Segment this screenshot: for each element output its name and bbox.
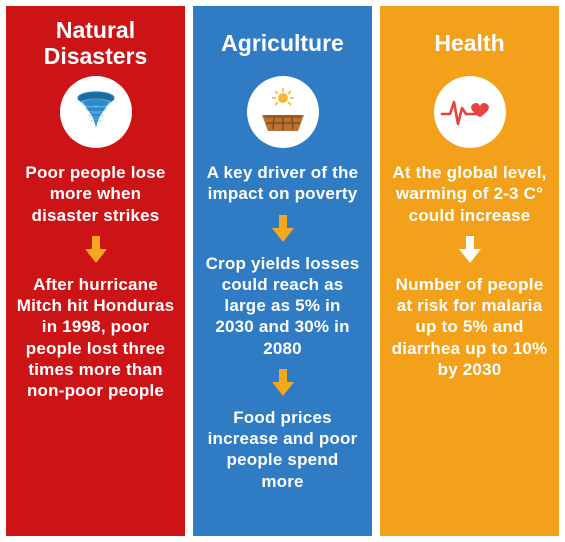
- column-title: Natural Disasters: [14, 16, 177, 72]
- info-block: Number of people at risk for malaria up …: [388, 274, 551, 380]
- column-health: Health At the global level, warming of 2…: [380, 6, 559, 536]
- column-title: Health: [434, 16, 504, 72]
- column-natural-disasters: Natural Disasters Poor people lose more …: [6, 6, 185, 536]
- tornado-icon: [60, 76, 132, 148]
- down-arrow-icon: [270, 369, 296, 397]
- info-block: Poor people lose more when disaster stri…: [14, 162, 177, 226]
- info-block: Crop yields losses could reach as large …: [201, 253, 364, 359]
- down-arrow-icon: [270, 215, 296, 243]
- column-title: Agriculture: [221, 16, 344, 72]
- column-agriculture: Agriculture A key driver of the impact o…: [193, 6, 372, 536]
- info-block: After hurricane Mitch hit Honduras in 19…: [14, 274, 177, 402]
- info-block: At the global level, warming of 2-3 C° c…: [388, 162, 551, 226]
- heartbeat-icon: [434, 76, 506, 148]
- info-block: Food prices increase and poor people spe…: [201, 407, 364, 492]
- info-block: A key driver of the impact on poverty: [201, 162, 364, 205]
- down-arrow-icon: [83, 236, 109, 264]
- drought-icon: [247, 76, 319, 148]
- down-arrow-icon: [457, 236, 483, 264]
